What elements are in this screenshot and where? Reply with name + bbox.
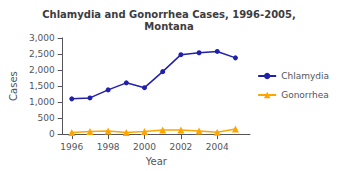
svg-text:0: 0 <box>49 129 55 139</box>
svg-text:2002: 2002 <box>169 142 192 152</box>
svg-text:1,500: 1,500 <box>29 81 55 91</box>
svg-text:Gonorrhea: Gonorrhea <box>281 90 329 100</box>
svg-text:1998: 1998 <box>97 142 120 152</box>
svg-text:Montana: Montana <box>144 21 193 32</box>
svg-text:2004: 2004 <box>206 142 229 152</box>
svg-text:2000: 2000 <box>133 142 156 152</box>
svg-text:Chlamydia and Gonorrhea Cases,: Chlamydia and Gonorrhea Cases, 1996-2005… <box>42 9 296 20</box>
svg-text:1,000: 1,000 <box>29 97 55 107</box>
svg-text:Chlamydia: Chlamydia <box>281 71 329 81</box>
svg-text:2,000: 2,000 <box>29 65 55 75</box>
svg-text:2,500: 2,500 <box>29 49 55 59</box>
svg-text:Year: Year <box>145 156 168 167</box>
svg-text:500: 500 <box>37 113 54 123</box>
svg-text:Cases: Cases <box>8 71 19 101</box>
svg-text:3,000: 3,000 <box>29 33 55 43</box>
svg-text:1996: 1996 <box>60 142 83 152</box>
